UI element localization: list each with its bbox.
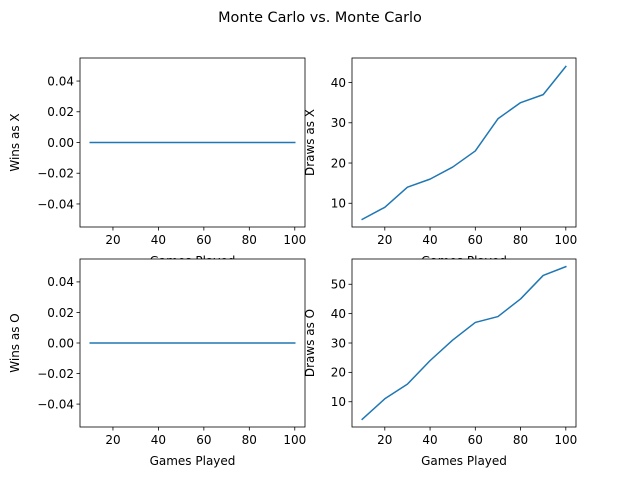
x-tick-label-draws-as-x: 100 [554,233,577,247]
y-tick-label-draws-as-x: 30 [331,116,346,130]
y-tick-label-wins-as-x: 0.04 [47,74,74,88]
x-tick-label-draws-as-x: 60 [468,233,483,247]
x-tick-label-wins-as-o: 40 [151,433,166,447]
figure-title: Monte Carlo vs. Monte Carlo [218,10,422,26]
x-tick-label-wins-as-x: 100 [283,233,306,247]
x-tick-label-draws-as-o: 20 [377,433,392,447]
y-tick-label-wins-as-o: 0.04 [47,275,74,289]
y-tick-label-wins-as-o: −0.04 [37,397,74,411]
x-tick-label-draws-as-x: 20 [377,233,392,247]
x-tick-label-draws-as-o: 80 [513,433,528,447]
y-tick-label-wins-as-x: 0.02 [47,105,74,119]
x-axis-label-draws-as-o: Games Played [421,454,507,468]
x-tick-label-wins-as-o: 20 [105,433,120,447]
x-tick-label-draws-as-o: 100 [554,433,577,447]
y-axis-label-draws-as-x: Draws as X [303,109,317,176]
x-tick-label-wins-as-o: 60 [196,433,211,447]
y-tick-label-wins-as-o: −0.02 [37,367,74,381]
y-tick-label-wins-as-o: 0.02 [47,306,74,320]
y-axis-label-wins-as-o: Wins as O [8,313,22,372]
x-tick-label-wins-as-o: 80 [242,433,257,447]
x-tick-label-wins-as-x: 60 [196,233,211,247]
y-tick-label-draws-as-o: 50 [331,278,346,292]
y-tick-label-draws-as-o: 30 [331,336,346,350]
y-tick-label-draws-as-o: 20 [331,366,346,380]
x-tick-label-wins-as-o: 100 [283,433,306,447]
y-tick-label-draws-as-x: 10 [331,197,346,211]
x-axis-label-wins-as-o: Games Played [150,454,236,468]
y-tick-label-wins-as-x: 0.00 [47,136,74,150]
x-tick-label-wins-as-x: 40 [151,233,166,247]
axes-background-draws-as-o [352,259,576,427]
x-tick-label-draws-as-o: 40 [422,433,437,447]
y-tick-label-draws-as-o: 40 [331,307,346,321]
y-tick-label-draws-as-o: 10 [331,395,346,409]
y-axis-label-wins-as-x: Wins as X [8,113,22,171]
x-tick-label-draws-as-x: 80 [513,233,528,247]
y-tick-label-draws-as-x: 20 [331,156,346,170]
x-tick-label-wins-as-x: 20 [105,233,120,247]
y-tick-label-draws-as-x: 40 [331,76,346,90]
y-tick-label-wins-as-x: −0.04 [37,197,74,211]
x-tick-label-wins-as-x: 80 [242,233,257,247]
x-tick-label-draws-as-o: 60 [468,433,483,447]
y-tick-label-wins-as-x: −0.02 [37,167,74,181]
y-axis-label-draws-as-o: Draws as O [303,309,317,377]
x-tick-label-draws-as-x: 40 [422,233,437,247]
y-tick-label-wins-as-o: 0.00 [47,336,74,350]
